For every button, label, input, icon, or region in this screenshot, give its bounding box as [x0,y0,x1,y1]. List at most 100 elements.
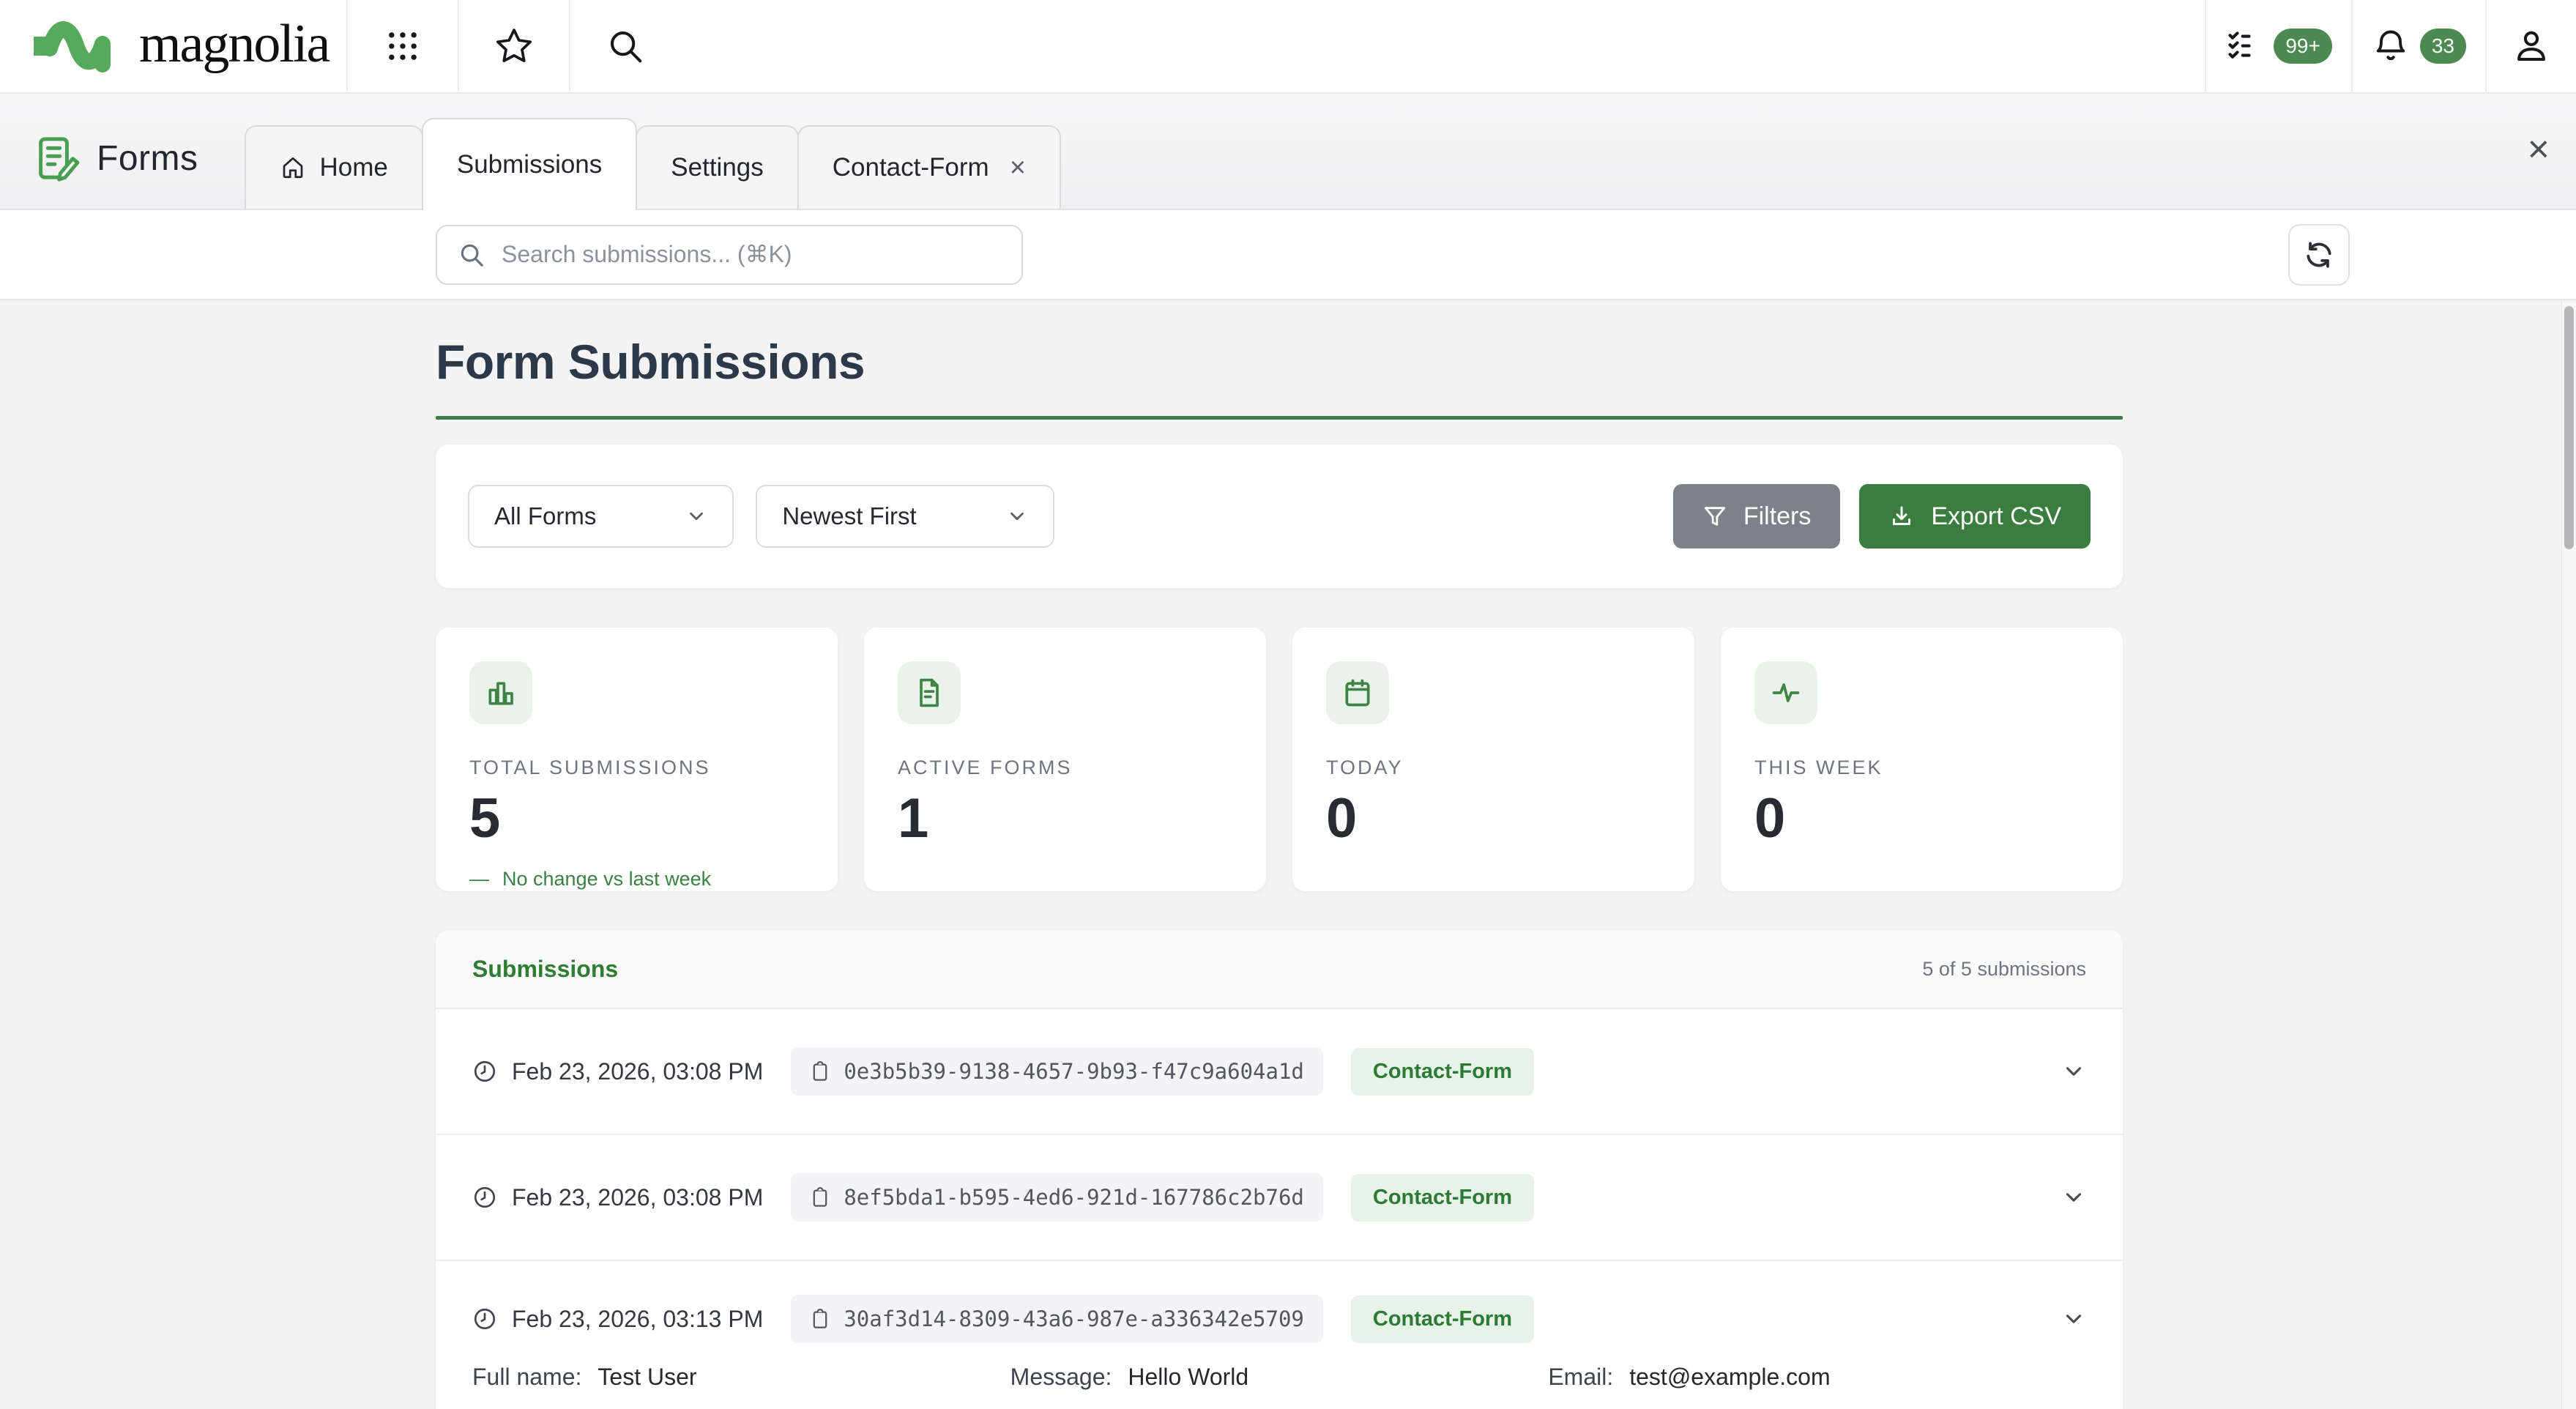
chevron-down-icon [2066,1315,2082,1323]
magnolia-logo[interactable]: magnolia [0,0,346,92]
grid-icon [389,32,417,60]
bell-icon [2376,30,2405,61]
field-label: Full name: [472,1364,582,1390]
logo-wordmark: magnolia [139,14,330,74]
toolbar-actions: Filters Export CSV [1672,484,2091,549]
filters-button[interactable]: Filters [1672,484,1841,549]
search-icon [461,244,483,267]
submission-uuid-chip[interactable]: 0e3b5b39-9138-4657-9b93-f47c9a604a1d [791,1047,1323,1096]
stat-label: ACTIVE FORMS [898,756,1073,778]
field-label: Message: [1010,1364,1112,1390]
field-message: Message: Hello World [1010,1364,1549,1391]
search-icon [610,31,642,63]
sort-order-select[interactable]: Newest First [756,485,1054,548]
submission-timestamp: Feb 23, 2026, 03:08 PM [472,1058,763,1085]
stat-label: TOTAL SUBMISSIONS [469,756,711,778]
global-search-button[interactable] [569,0,680,92]
submission-uuid-chip[interactable]: 30af3d14-8309-43a6-987e-a336342e5709 [791,1295,1323,1343]
tab-home[interactable]: Home [245,125,423,209]
app-name: Forms [97,138,198,178]
form-name-badge: Contact-Form [1350,1173,1534,1222]
timestamp-text: Feb 23, 2026, 03:08 PM [512,1057,764,1085]
stat-icon-tile [469,661,532,724]
clipboard-icon [814,1187,827,1207]
app-brand: Forms [0,134,245,209]
submission-uuid-chip[interactable]: 8ef5bda1-b595-4ed6-921d-167786c2b76d [791,1173,1323,1222]
chevron-down-icon [2066,1067,2082,1076]
tab-contact-form[interactable]: Contact-Form × [797,125,1061,209]
timestamp-text: Feb 23, 2026, 03:13 PM [512,1305,764,1332]
stat-card-this-week: THIS WEEK 0 [1721,628,2123,891]
home-icon [283,157,303,179]
stat-icon-tile [1326,661,1389,724]
tab-settings[interactable]: Settings [636,125,799,209]
search-box[interactable] [436,224,1023,285]
field-full-name: Full name: Test User [472,1364,1010,1391]
search-input[interactable] [502,241,1001,268]
scrollbar[interactable] [2561,302,2576,1409]
close-app-icon[interactable]: × [2527,128,2550,171]
export-csv-label: Export CSV [1931,502,2061,530]
stat-value: 0 [1326,787,1358,850]
field-label: Email: [1548,1364,1614,1390]
app-launcher-button[interactable] [346,0,458,92]
tab-label: Home [319,153,388,182]
submission-row-summary[interactable]: Feb 23, 2026, 03:08 PM 8ef5bda1-b595-4ed… [436,1135,2123,1260]
notifications-button[interactable]: 33 [2350,0,2485,92]
topbar-spacer [680,0,2205,92]
field-value: Test User [598,1364,697,1390]
bar-chart-icon [488,682,513,705]
submissions-count: 5 of 5 submissions [1922,957,2086,980]
tab-strip: Home Submissions Settings Contact-Form × [245,118,1061,210]
submissions-panel: Submissions 5 of 5 submissions Feb 23, 2… [436,930,2123,1409]
form-filter-select[interactable]: All Forms [468,485,734,548]
collapse-row-button[interactable] [2061,1306,2086,1331]
expand-row-button[interactable] [2061,1059,2086,1084]
timestamp-text: Feb 23, 2026, 03:08 PM [512,1183,764,1211]
tasks-button[interactable]: 99+ [2205,0,2351,92]
user-icon [2517,31,2545,62]
app-tab-bar: Forms Home Submissions Settings Contact-… [0,94,2576,210]
filters-toolbar: All Forms Newest First Filters [436,445,2123,588]
stat-value: 0 [1754,787,1786,850]
stat-note-text: No change vs last week [502,868,712,890]
export-csv-button[interactable]: Export CSV [1859,484,2091,549]
uuid-text: 8ef5bda1-b595-4ed6-921d-167786c2b76d [844,1185,1304,1210]
submission-timestamp: Feb 23, 2026, 03:13 PM [472,1306,763,1333]
scrollbar-thumb[interactable] [2564,306,2574,549]
activity-icon [1772,683,1800,702]
stat-card-total-submissions: TOTAL SUBMISSIONS 5 — No change vs last … [436,628,838,891]
submission-row-summary[interactable]: Feb 23, 2026, 03:13 PM 30af3d14-8309-43a… [436,1261,2123,1364]
expand-row-button[interactable] [2061,1185,2086,1210]
tasks-icon [2228,31,2251,59]
star-icon [496,29,532,62]
tab-close-icon[interactable]: × [1009,152,1026,183]
submission-details: Full name: Test User Message: Hello Worl… [436,1364,2123,1409]
panel-title: Submissions [472,955,619,982]
clock-icon [474,1060,496,1082]
table-row: Feb 23, 2026, 03:08 PM 0e3b5b39-9138-465… [436,1009,2123,1135]
magnolia-wave-icon [34,21,111,73]
tab-label: Submissions [456,150,603,179]
refresh-button[interactable] [2288,223,2350,286]
stat-card-active-forms: ACTIVE FORMS 1 [864,628,1266,891]
title-underline [436,416,2123,420]
submission-row-summary[interactable]: Feb 23, 2026, 03:08 PM 0e3b5b39-9138-465… [436,1009,2123,1134]
notifications-badge: 33 [2419,29,2466,64]
tasks-badge: 99+ [2274,29,2332,64]
uuid-text: 0e3b5b39-9138-4657-9b93-f47c9a604a1d [844,1059,1304,1084]
profile-button[interactable] [2485,0,2576,92]
forms-app-icon [39,137,80,182]
sort-order-value: Newest First [782,502,917,529]
stat-value: 1 [898,787,929,850]
clock-icon [474,1186,496,1208]
top-bar: magnolia 99+ 33 [0,0,2576,94]
field-email: Email: test@example.com [1548,1364,2086,1391]
favorites-button[interactable] [458,0,569,92]
page-title: Form Submissions [436,335,866,389]
tab-label: Contact-Form [832,153,989,182]
form-name-badge: Contact-Form [1350,1295,1534,1343]
tab-submissions[interactable]: Submissions [421,118,638,210]
chevron-down-icon [1010,512,1024,521]
table-row: Feb 23, 2026, 03:08 PM 8ef5bda1-b595-4ed… [436,1135,2123,1261]
